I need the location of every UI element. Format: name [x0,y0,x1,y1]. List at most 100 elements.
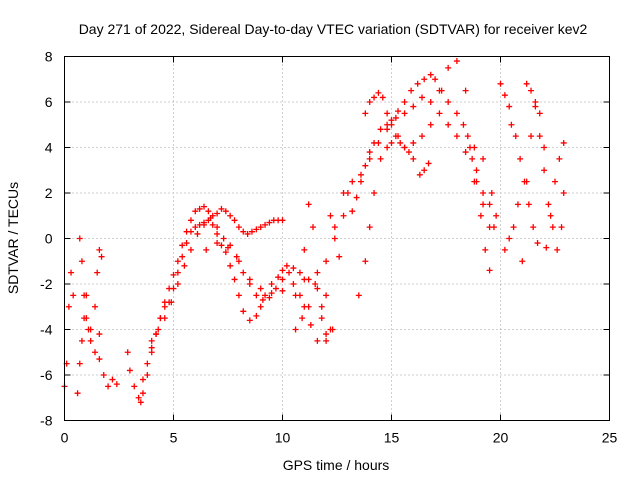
data-point [541,144,548,151]
data-point [460,121,467,128]
data-point [541,167,548,174]
data-point [135,394,142,401]
data-point [410,155,417,162]
data-point [445,64,452,71]
data-point [410,139,417,146]
data-point [231,217,238,224]
data-point [462,149,469,156]
x-tick-label: 15 [384,430,400,446]
x-tick-label: 0 [61,430,69,446]
data-point [207,215,214,222]
data-point [318,315,325,322]
data-point [497,80,504,87]
y-tick-label: 4 [45,140,53,156]
y-tick-label: 2 [45,185,53,201]
data-point [179,242,186,249]
data-point [218,205,225,212]
data-point [76,360,83,367]
data-point [105,383,112,390]
data-point [222,249,229,256]
data-point [87,337,94,344]
data-point [416,171,423,178]
data-point [377,126,384,133]
data-point [488,190,495,196]
data-point [427,71,434,78]
data-point [168,299,175,306]
data-point [384,126,391,133]
data-point [436,110,443,117]
data-point [259,296,266,303]
data-point [436,87,443,94]
plot-frame [64,56,610,421]
data-point [70,292,77,299]
data-point [366,155,373,162]
data-point [109,376,116,383]
data-point [329,326,336,333]
data-point [174,281,181,287]
data-point [192,208,199,215]
data-point [323,258,330,265]
data-point [262,221,269,228]
x-axis-label: GPS time / hours [283,457,390,473]
data-point [314,285,321,292]
data-point [384,144,391,151]
data-point [314,269,321,276]
data-point [209,221,216,228]
data-point [371,94,378,101]
data-point [305,201,312,208]
data-point [246,276,253,283]
y-tick-label: -2 [40,276,53,292]
data-point [377,155,384,162]
data-point [124,349,131,356]
data-point [556,155,563,162]
data-point [395,108,402,115]
data-point [462,87,469,94]
data-point [307,321,314,328]
data-point [253,312,260,319]
data-point [233,253,240,260]
data-point [425,160,432,167]
data-point [183,228,190,235]
data-point [523,178,530,185]
data-point [536,110,543,117]
data-point [552,178,558,185]
data-point [126,367,133,374]
data-point [148,337,155,344]
data-point [469,155,476,162]
data-point [220,235,227,242]
data-point [490,224,497,231]
data-point [408,87,415,94]
data-point [419,94,426,101]
data-point [296,269,303,276]
data-point [299,315,306,322]
data-point [366,99,373,105]
data-point [81,292,88,299]
data-point [187,217,194,224]
data-point [453,133,460,140]
data-point [421,76,428,83]
data-point [96,356,103,363]
data-point [78,258,85,265]
data-point [453,110,460,117]
data-point [78,337,85,344]
data-point [331,224,338,231]
data-point [480,190,487,196]
data-point [100,372,107,378]
data-point [554,246,561,253]
data-point [375,89,382,96]
data-point [235,258,242,265]
data-point [523,80,530,87]
data-point [525,201,532,208]
data-point [340,190,347,196]
y-tick-label: -8 [40,413,53,429]
data-point [139,390,146,397]
data-point [560,190,567,196]
data-point [296,292,303,299]
data-point [366,149,373,156]
data-point [268,281,275,287]
data-point [486,267,493,274]
data-point [235,292,242,299]
data-point [257,224,264,231]
data-point [392,133,399,140]
data-point [401,110,408,117]
